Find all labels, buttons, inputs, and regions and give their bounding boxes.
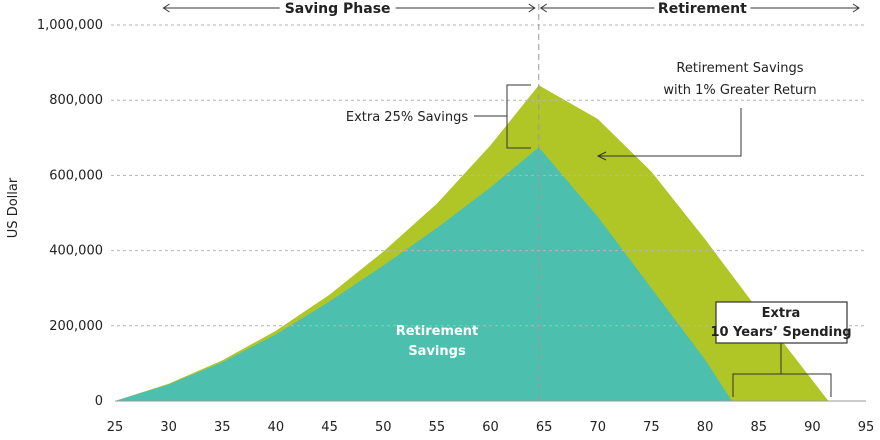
inside-label-line2: Savings — [408, 344, 466, 359]
y-tick-label: 600,000 — [49, 168, 103, 183]
x-tick-label: 85 — [750, 420, 767, 435]
x-tick-label: 75 — [643, 420, 660, 435]
areas — [115, 85, 829, 401]
retirement-phase-arrowhead-right — [852, 3, 860, 13]
y-tick-label: 200,000 — [49, 319, 103, 334]
x-tick-label: 40 — [268, 420, 285, 435]
x-tick-label: 65 — [536, 420, 553, 435]
extra-spending-box — [715, 301, 848, 344]
axes: 0 200,000 400,000 600,000 800,000 1,000,000 25… — [6, 18, 874, 435]
x-tick-label: 35 — [214, 420, 231, 435]
extra-spending-label-line1: Extra — [762, 306, 801, 321]
area-retirement-savings — [115, 147, 732, 401]
retirement-phase-arrowhead-left — [539, 3, 548, 13]
y-tick-label: 400,000 — [49, 244, 103, 259]
extra-spending-bracket — [732, 373, 832, 397]
x-tick-label: 25 — [107, 420, 124, 435]
saving-phase-label: Saving Phase — [285, 1, 391, 17]
x-tick-label: 70 — [590, 420, 607, 435]
greater-return-label-line2: with 1% Greater Return — [663, 83, 816, 98]
annotations: Saving Phase Retirement Retirement Savings R… — [162, 1, 860, 401]
y-tick-label: 1,000,000 — [37, 18, 103, 33]
x-tick-label: 50 — [375, 420, 392, 435]
y-tick-label: 0 — [95, 394, 103, 409]
y-tick-label: 800,000 — [49, 93, 103, 108]
saving-phase-arrowhead-left — [162, 3, 170, 13]
x-tick-label: 30 — [160, 420, 177, 435]
x-tick-label: 45 — [321, 420, 338, 435]
extra-savings-label: Extra 25% Savings — [346, 110, 468, 125]
x-tick-label: 60 — [482, 420, 499, 435]
x-tick-label: 95 — [858, 420, 875, 435]
extra-spending-label-line2: 10 Years’ Spending — [710, 325, 851, 340]
x-tick-label: 55 — [429, 420, 446, 435]
x-tick-label: 80 — [697, 420, 714, 435]
greater-return-arrowhead — [596, 151, 607, 161]
y-axis-title: US Dollar — [6, 177, 21, 238]
x-tick-label: 90 — [804, 420, 821, 435]
greater-return-connector — [598, 108, 742, 157]
saving-phase-arrowhead-right — [528, 3, 536, 13]
greater-return-label-line1: Retirement Savings — [676, 61, 803, 76]
inside-label-line1: Retirement — [396, 324, 479, 339]
retirement-phase-label: Retirement — [658, 1, 747, 17]
